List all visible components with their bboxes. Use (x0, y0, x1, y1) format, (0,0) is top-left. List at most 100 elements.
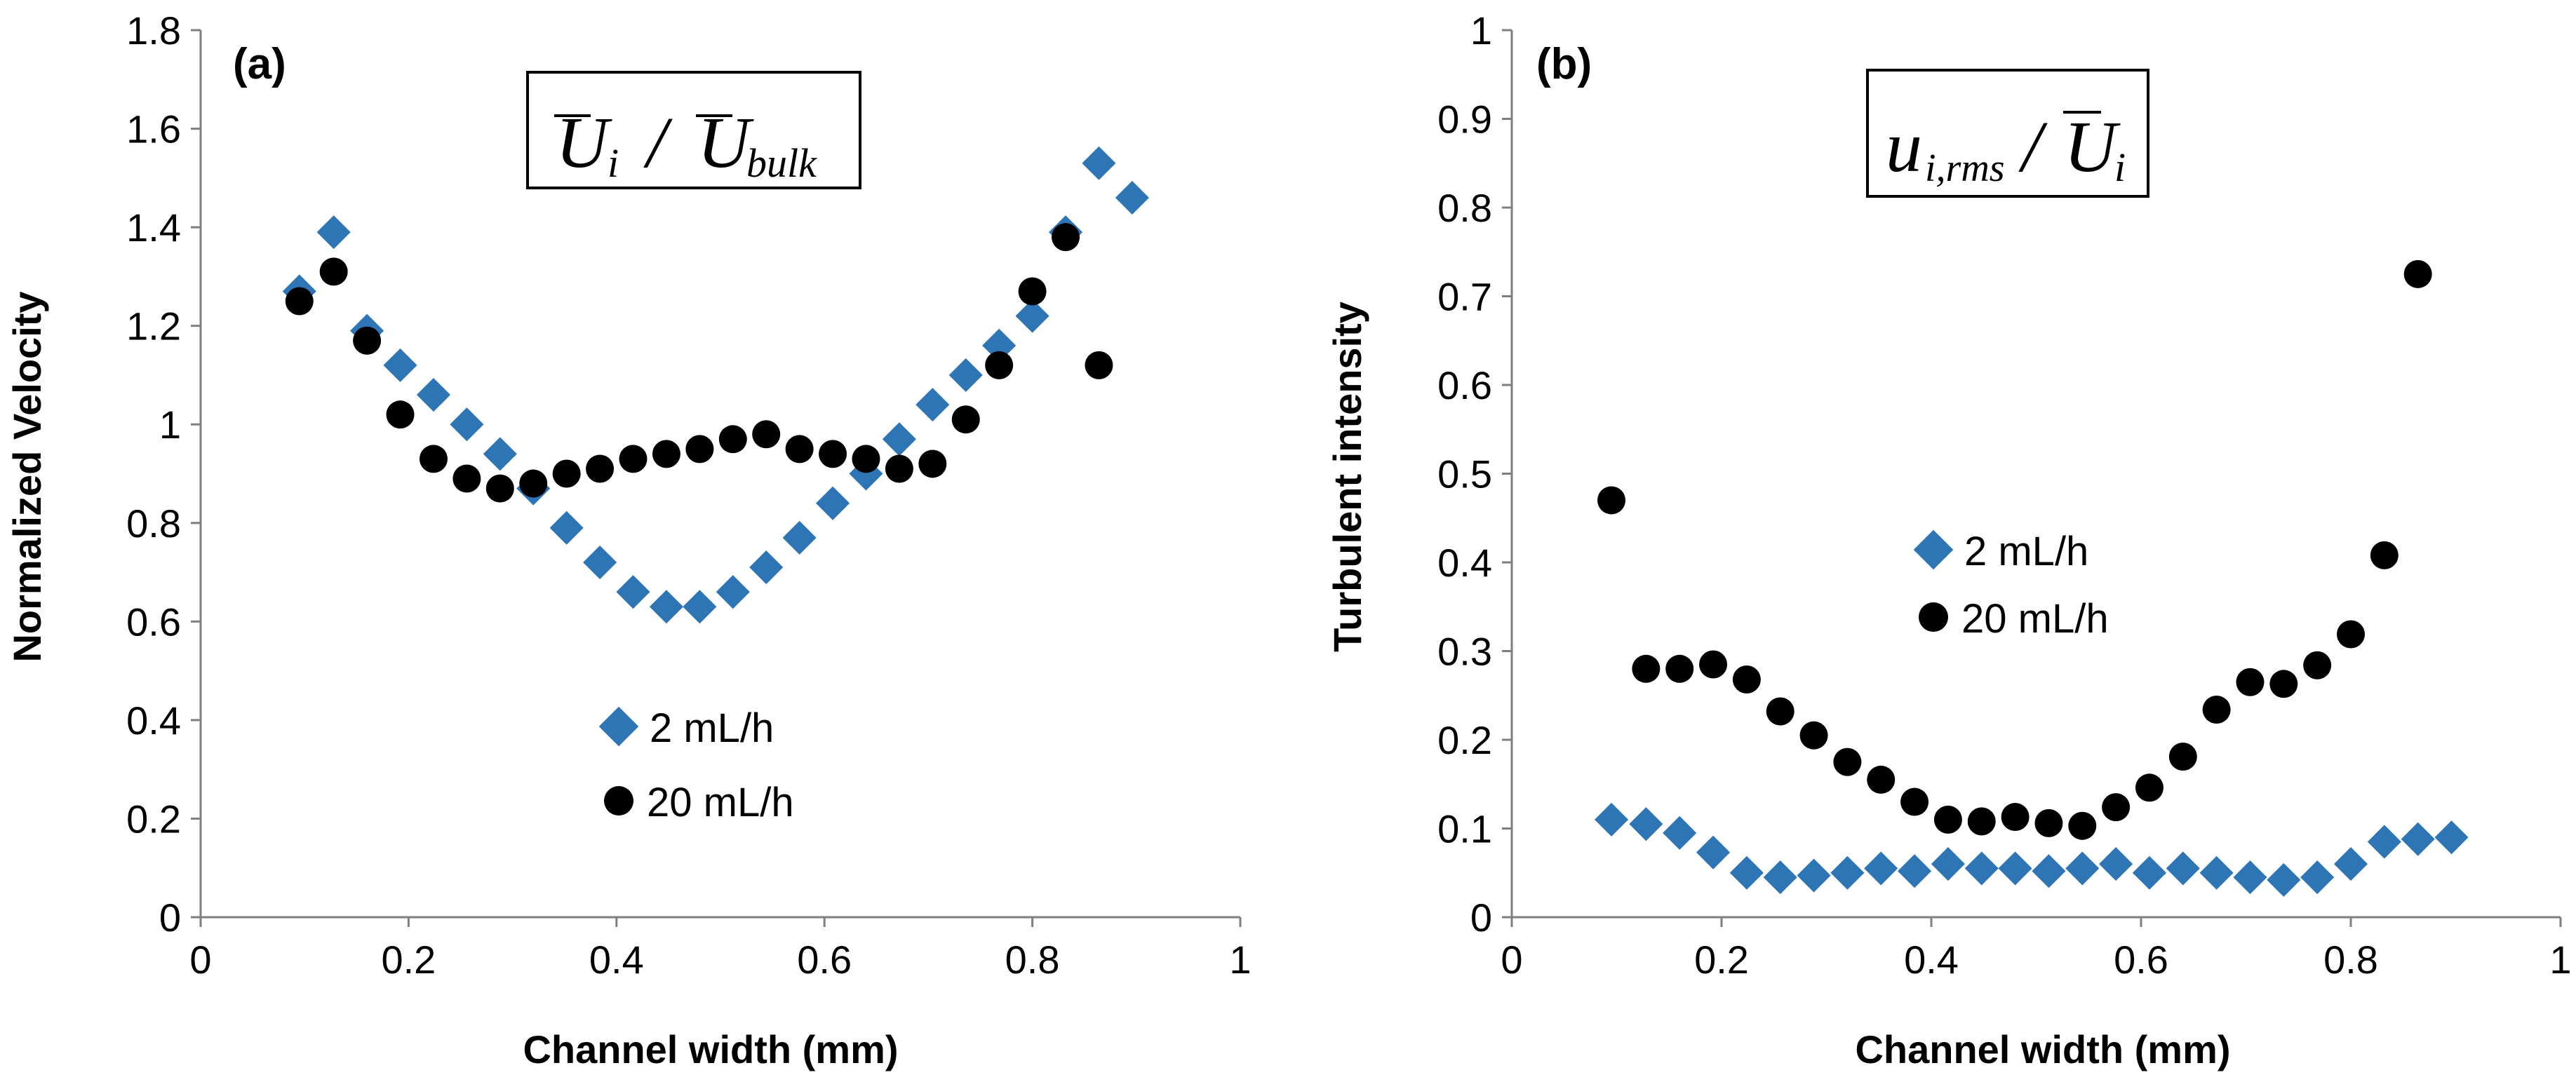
data-point-b-2mlh-0 (1594, 802, 1629, 837)
data-point-a-20mlh-5 (452, 464, 481, 493)
data-point-b-20mlh-19 (2236, 668, 2265, 696)
y-tick-label-a: 1 (159, 403, 181, 447)
data-point-b-20mlh-10 (1933, 805, 1962, 834)
data-point-b-20mlh-12 (2001, 803, 2030, 832)
data-point-b-2mlh-3 (1696, 835, 1731, 870)
data-point-b-2mlh-15 (2099, 847, 2133, 881)
x-tick-label-b: 1 (2549, 938, 2571, 982)
data-point-b-2mlh-10 (1931, 847, 1965, 881)
plot-area-b (1502, 29, 2562, 927)
plot-area-a (191, 29, 1242, 927)
data-point-b-2mlh-6 (1797, 858, 1831, 893)
legend-a: 2 mL/h 20 mL/h (598, 705, 794, 825)
data-point-b-2mlh-19 (2233, 860, 2267, 895)
data-point-a-20mlh-18 (885, 454, 913, 483)
formula-sub-a1: i (608, 140, 619, 186)
data-point-a-2mlh-5 (450, 407, 484, 442)
formula-box-b: u i,rms / U i (1866, 69, 2149, 198)
data-point-b-2mlh-22 (2333, 847, 2368, 881)
data-point-b-20mlh-1 (1632, 654, 1661, 683)
data-point-b-20mlh-20 (2269, 670, 2298, 698)
data-point-a-2mlh-13 (716, 575, 750, 609)
data-point-a-20mlh-11 (652, 440, 680, 468)
x-axis-title-a: Channel width (mm) (523, 1027, 898, 1071)
data-point-a-20mlh-23 (1052, 223, 1080, 252)
y-tick-label-b: 0.9 (1437, 97, 1492, 142)
x-tick-label-b: 0 (1501, 938, 1522, 982)
data-point-b-20mlh-6 (1799, 721, 1828, 750)
formula-box-a: U i / U bulk (526, 71, 861, 189)
legend-label-b-20mlh: 20 mL/h (1961, 596, 2109, 642)
data-point-b-2mlh-8 (1864, 851, 1898, 886)
data-point-a-20mlh-8 (552, 459, 581, 488)
data-point-b-20mlh-5 (1766, 697, 1795, 726)
y-tick-label-b: 0.8 (1437, 186, 1492, 230)
data-point-a-20mlh-3 (386, 400, 415, 429)
y-tick-label-b: 0.2 (1437, 718, 1492, 762)
x-tick-label-b: 0.2 (1694, 938, 1749, 982)
x-tick-label-a: 0.6 (797, 938, 852, 982)
data-point-b-2mlh-11 (1964, 851, 1999, 886)
data-point-a-2mlh-6 (483, 437, 517, 471)
data-point-a-2mlh-1 (316, 215, 351, 250)
data-point-a-20mlh-24 (1085, 351, 1113, 379)
x-tick-label-a: 0 (189, 938, 211, 982)
data-point-b-20mlh-18 (2202, 695, 2231, 724)
y-axis-title-b: Turbulent intensity (1325, 302, 1369, 652)
y-tick-label-b: 1 (1470, 8, 1492, 53)
tick-labels-b: 0 0.1 0.2 0.3 0.4 0.5 0.6 0.7 0.8 0.9 1 0 0.2 0.4 0.6 0… (1437, 8, 2571, 982)
data-point-a-20mlh-16 (819, 440, 847, 468)
data-point-b-20mlh-3 (1699, 650, 1728, 679)
chart-panel-a: 0 0.2 0.4 0.6 0.8 1 1.2 1.4 1.6 1.8 0 0.2 0.4 0.6 0.8 1… (5, 8, 1252, 1071)
x-tick-label-a: 0.8 (1005, 938, 1060, 982)
data-point-a-20mlh-19 (918, 449, 947, 478)
data-point-b-2mlh-21 (2300, 860, 2335, 895)
data-point-a-2mlh-15 (782, 520, 817, 555)
y-tick-label-b: 0 (1470, 895, 1492, 940)
data-point-a-2mlh-3 (383, 348, 417, 382)
legend-marker-b-20mlh (1919, 602, 1948, 632)
data-point-b-20mlh-8 (1867, 765, 1896, 794)
formula-sub-b2: i (2114, 144, 2126, 190)
data-point-b-20mlh-22 (2337, 620, 2365, 649)
data-point-b-2mlh-25 (2434, 820, 2469, 855)
data-point-a-2mlh-18 (882, 422, 916, 456)
formula-sub-a2: bulk (746, 140, 817, 186)
data-point-b-2mlh-4 (1729, 855, 1764, 890)
data-point-b-2mlh-2 (1663, 816, 1697, 850)
legend-marker-a-2mlh (598, 706, 639, 747)
y-tick-label-a: 1.4 (126, 205, 181, 250)
data-point-a-20mlh-22 (1018, 277, 1047, 306)
data-point-b-20mlh-21 (2303, 651, 2332, 679)
data-point-b-20mlh-15 (2102, 793, 2131, 822)
data-point-b-2mlh-16 (2132, 855, 2167, 890)
y-tick-label-a: 1.6 (126, 107, 181, 151)
data-point-b-20mlh-4 (1732, 665, 1761, 694)
tick-labels-a: 0 0.2 0.4 0.6 0.8 1 1.2 1.4 1.6 1.8 0 0.2 0.4 0.6 0.8 1 (126, 8, 1251, 982)
data-point-b-2mlh-18 (2199, 855, 2234, 890)
data-point-a-20mlh-17 (852, 445, 880, 473)
data-point-b-2mlh-12 (1998, 851, 2032, 886)
legend-marker-a-20mlh (604, 786, 633, 816)
y-tick-label-b: 0.1 (1437, 807, 1492, 851)
x-tick-label-a: 1 (1229, 938, 1251, 982)
data-point-a-2mlh-24 (1082, 146, 1116, 180)
data-point-b-20mlh-11 (1967, 807, 1996, 836)
data-point-b-2mlh-20 (2267, 863, 2301, 897)
y-tick-label-a: 0 (159, 895, 181, 940)
data-point-a-2mlh-20 (948, 358, 983, 392)
data-point-a-20mlh-21 (985, 351, 1014, 379)
data-point-a-20mlh-15 (785, 435, 814, 464)
data-point-a-2mlh-9 (583, 545, 617, 580)
data-point-a-20mlh-7 (519, 469, 548, 498)
data-point-a-20mlh-4 (419, 445, 448, 473)
data-point-a-20mlh-10 (619, 445, 648, 473)
data-point-b-20mlh-24 (2403, 259, 2432, 288)
data-point-b-20mlh-17 (2168, 743, 2197, 771)
data-point-b-2mlh-23 (2367, 825, 2401, 859)
x-tick-label-a: 0.4 (589, 938, 644, 982)
y-tick-label-a: 1.2 (126, 304, 181, 349)
formula-main-b2: U (2064, 107, 2121, 187)
data-point-a-2mlh-12 (683, 590, 717, 624)
